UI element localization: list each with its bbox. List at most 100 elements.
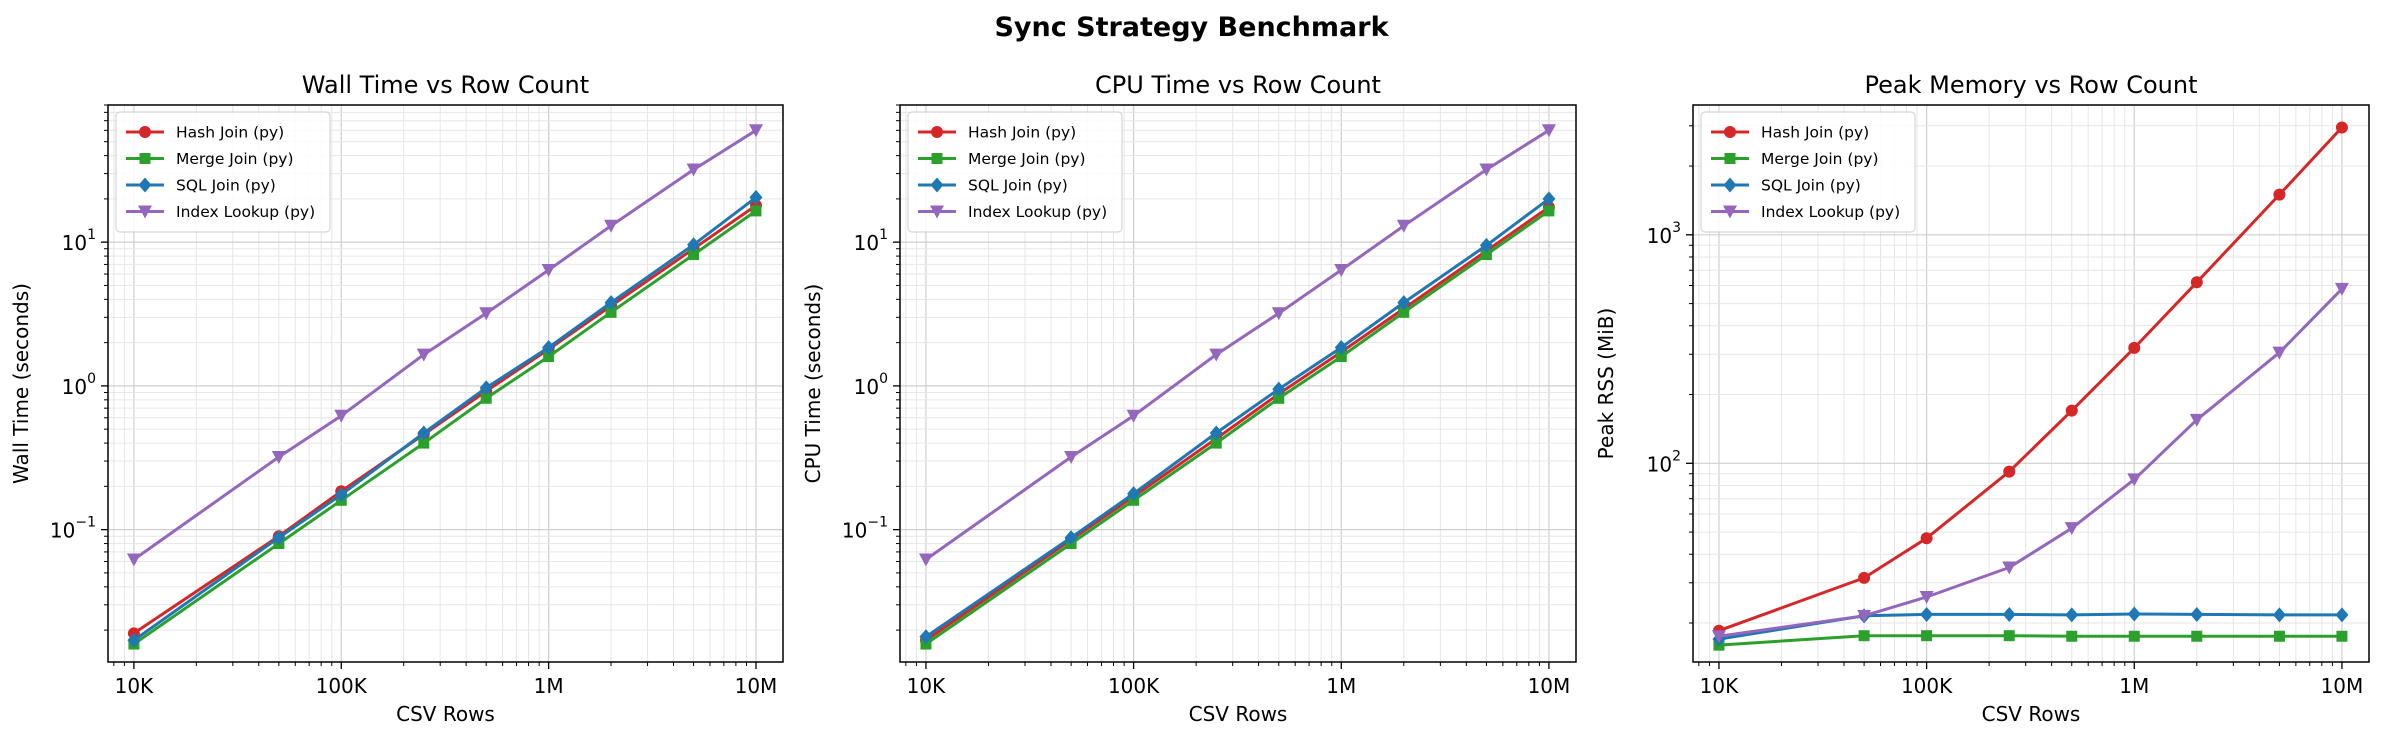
data-point — [1711, 630, 1726, 644]
data-point — [2127, 473, 2142, 487]
data-point — [1920, 606, 1934, 622]
legend-box — [1700, 111, 1916, 233]
data-point — [2273, 188, 2286, 201]
data-point — [334, 487, 348, 503]
y-tick-label: 10−1 — [842, 515, 888, 543]
data-point — [750, 205, 762, 217]
series-line — [133, 209, 757, 646]
data-point — [2003, 465, 2016, 478]
data-point — [416, 348, 431, 362]
x-tick-label: 10K — [907, 674, 946, 698]
series-2 — [920, 205, 1555, 650]
plot-frame — [1692, 104, 2370, 663]
series-2 — [128, 205, 762, 650]
data-point — [127, 632, 141, 648]
legend-marker — [931, 126, 943, 138]
data-point — [418, 437, 430, 449]
data-point — [2003, 630, 2015, 642]
data-point — [543, 351, 555, 363]
data-point — [2064, 522, 2079, 536]
data-point — [1334, 264, 1349, 278]
chart-title: Peak Memory vs Row Count — [1865, 71, 2198, 99]
legend-marker — [931, 153, 943, 164]
legend-label: Index Lookup (py) — [176, 203, 315, 221]
legend-box — [907, 111, 1123, 233]
data-point — [480, 392, 492, 404]
data-point — [1857, 609, 1872, 623]
data-point — [2002, 561, 2017, 575]
data-point — [2272, 607, 2286, 623]
legend-label: SQL Join (py) — [176, 177, 276, 195]
data-point — [2273, 630, 2285, 642]
data-point — [2190, 276, 2203, 289]
x-tick-label: 10K — [1700, 674, 1739, 698]
x-tick-label: 1M — [534, 674, 564, 698]
series-line — [925, 205, 1550, 642]
data-point — [417, 425, 431, 441]
grid — [1693, 105, 2369, 662]
x-tick-label: 10M — [2321, 674, 2364, 698]
data-point — [1064, 530, 1078, 546]
series-3 — [127, 189, 763, 648]
data-point — [2002, 606, 2016, 622]
y-tick-label: 101 — [854, 227, 888, 255]
data-point — [2272, 346, 2287, 360]
data-point — [2128, 630, 2140, 642]
legend-marker — [139, 126, 151, 138]
data-point — [334, 409, 349, 423]
x-tick-label: 10M — [735, 674, 778, 698]
data-point — [1542, 191, 1556, 207]
data-point — [1064, 451, 1079, 465]
series-line — [133, 196, 757, 642]
data-point — [1209, 425, 1223, 441]
data-point — [1334, 339, 1348, 355]
legend-marker — [1724, 126, 1736, 138]
data-point — [1398, 306, 1410, 318]
data-point — [1480, 249, 1492, 261]
legend-label: Merge Join (py) — [1761, 150, 1879, 168]
data-point — [272, 530, 286, 546]
data-point — [1541, 124, 1556, 138]
legend-marker — [1723, 177, 1737, 193]
data-point — [1858, 630, 1870, 642]
series-4 — [126, 124, 763, 567]
data-point — [919, 629, 933, 645]
legend-marker — [1724, 153, 1736, 164]
y-axis-label: CPU Time (seconds) — [801, 284, 825, 484]
legend-marker — [139, 153, 151, 164]
data-point — [479, 307, 494, 321]
data-point — [1271, 307, 1286, 321]
x-tick-label: 10K — [115, 674, 154, 698]
chart-panel-1: 10K 100K 1M 10M 10−1 100 101 Wall Time vs Row C… — [9, 71, 784, 726]
legend-label: Index Lookup (py) — [968, 203, 1107, 221]
data-point — [1396, 219, 1411, 233]
legend: Hash Join (py) Merge Join (py) SQL Join (p… — [115, 111, 331, 233]
legend-label: Merge Join (py) — [176, 150, 294, 168]
data-point — [688, 249, 700, 261]
data-point — [605, 306, 617, 318]
x-tick-label: 1M — [1326, 674, 1356, 698]
data-point — [2128, 341, 2141, 354]
series-1 — [1712, 121, 2348, 637]
data-point — [604, 219, 619, 233]
data-point — [749, 189, 763, 205]
data-point — [542, 339, 556, 355]
chart-panel-2: 10K 100K 1M 10M 10−1 100 101 CPU Time vs Row Co… — [801, 71, 1577, 726]
legend: Hash Join (py) Merge Join (py) SQL Join (p… — [907, 111, 1123, 233]
data-point — [2127, 606, 2141, 622]
series-4 — [1711, 282, 2349, 644]
series-2 — [1713, 630, 2348, 651]
y-tick-label: 100 — [62, 371, 96, 399]
legend-marker — [930, 177, 944, 193]
legend-marker — [930, 205, 944, 219]
data-point — [2190, 606, 2204, 622]
chart-title: CPU Time vs Row Count — [1095, 71, 1381, 99]
data-point — [604, 295, 618, 311]
data-point — [686, 163, 701, 177]
x-axis-label: CSV Rows — [396, 702, 495, 726]
data-point — [271, 451, 286, 465]
legend-marker — [138, 205, 152, 219]
series-1 — [919, 201, 1555, 647]
data-point — [918, 553, 933, 567]
